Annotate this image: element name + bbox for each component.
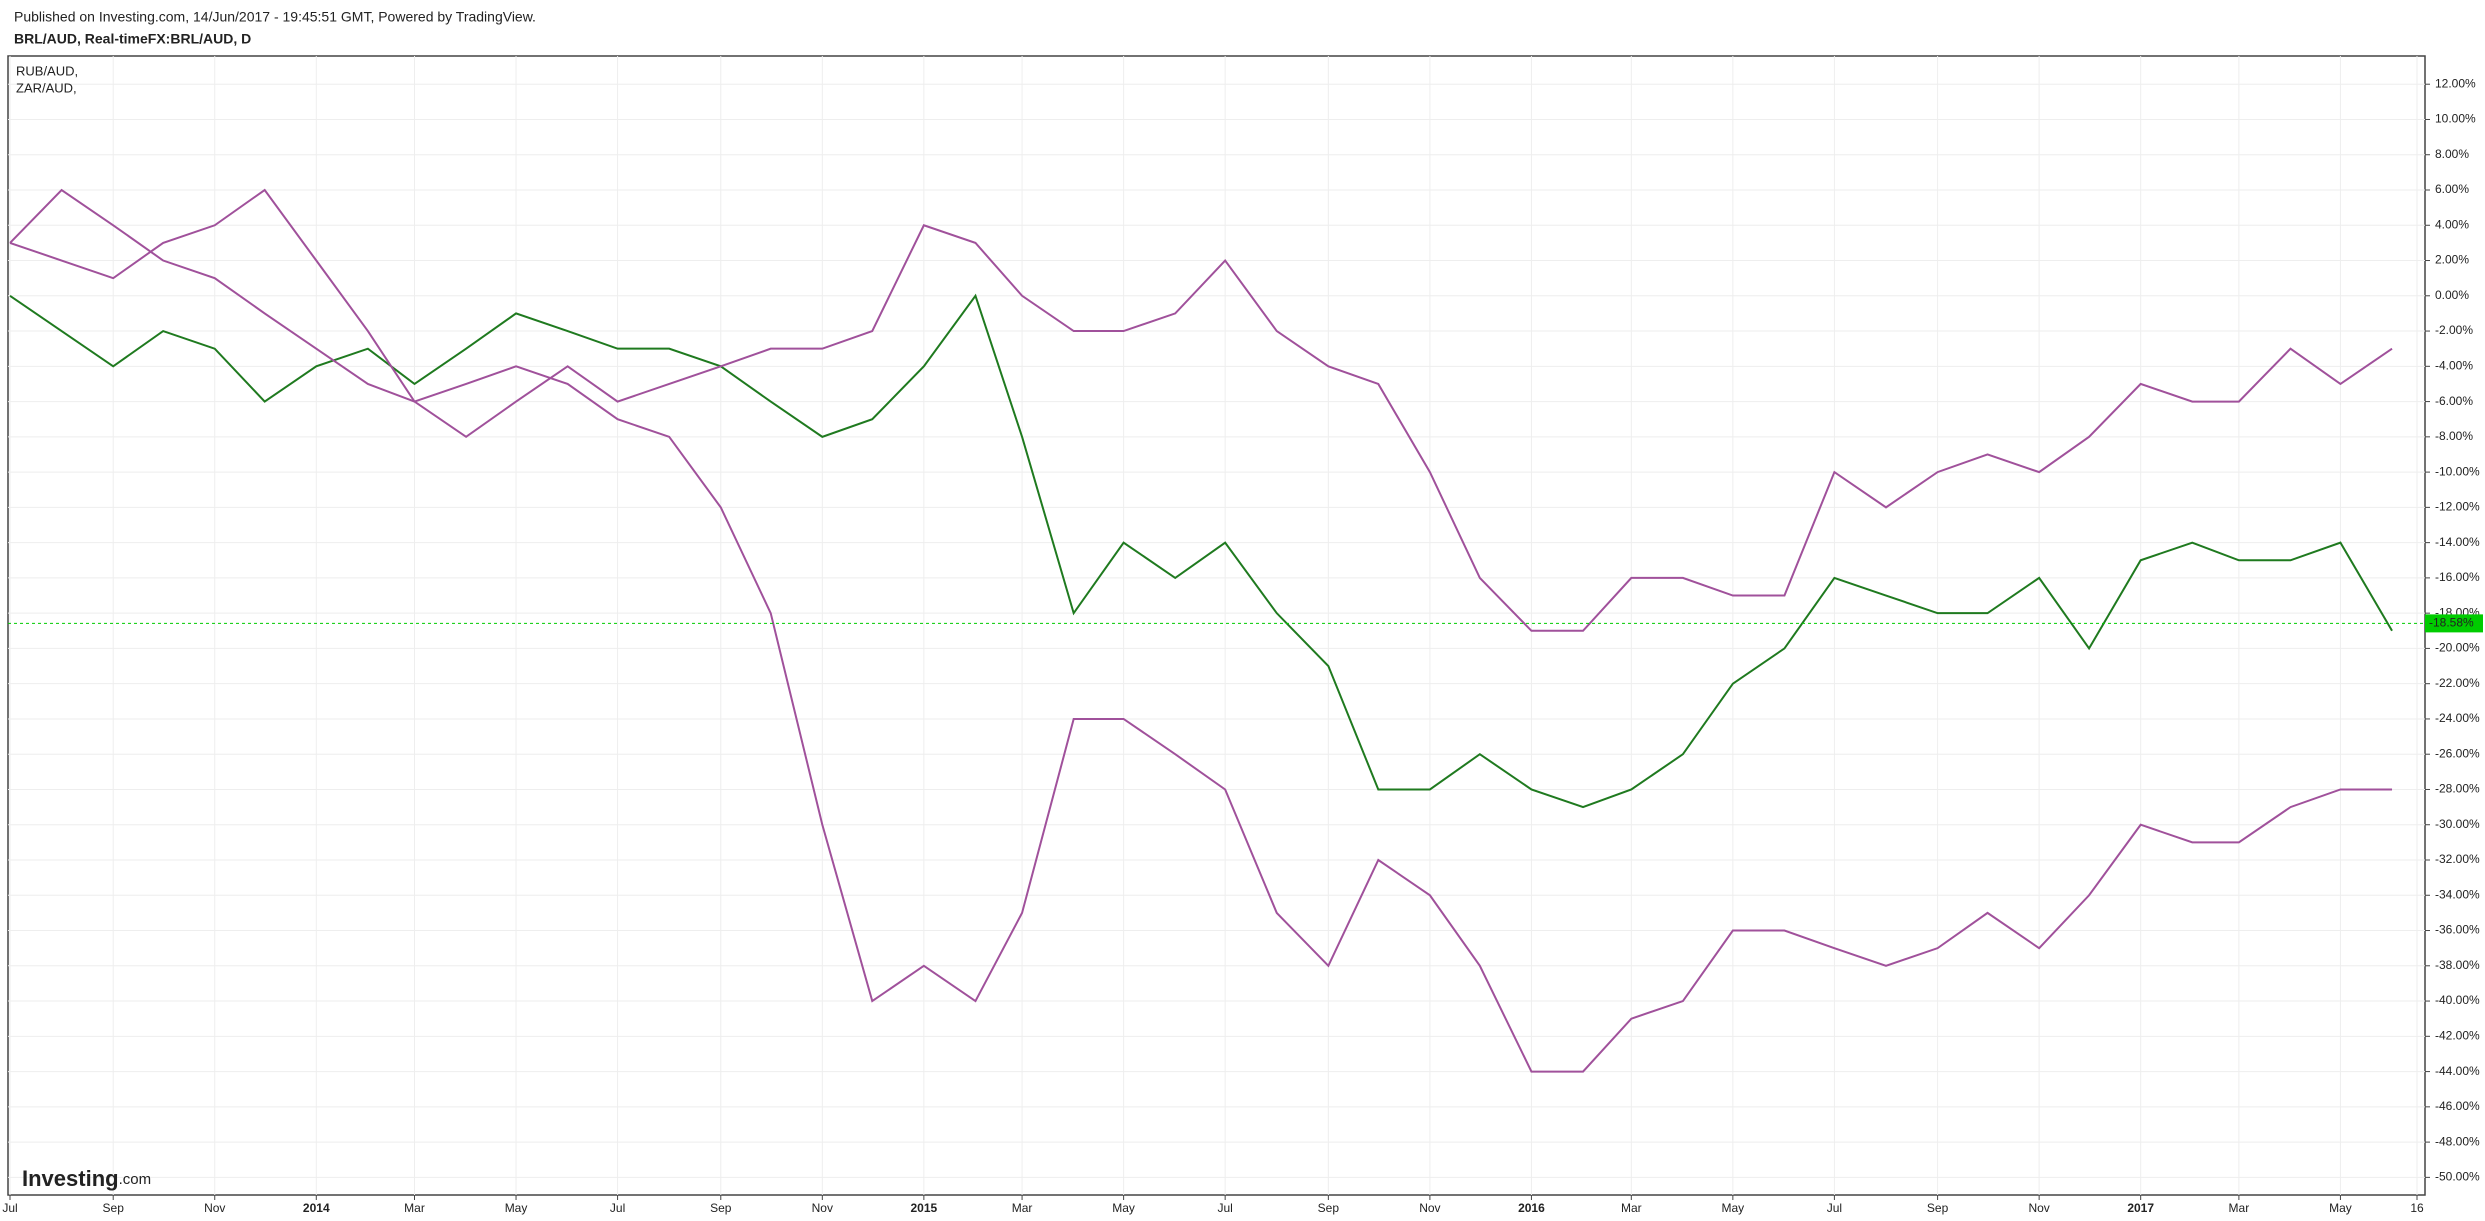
y-tick-label: 12.00% (2435, 76, 2476, 90)
y-tick-label: -16.00% (2435, 570, 2480, 584)
series-line (9, 188, 2393, 632)
y-tick-label: -20.00% (2435, 641, 2480, 655)
y-tick-label: -38.00% (2435, 958, 2480, 972)
grid: 12.00% 10.00% 8.00% 6.00% 4.00% 2.00% 0.00% -2.… (2, 56, 2480, 1215)
x-tick-label: Nov (204, 1201, 225, 1215)
x-tick-label: May (2329, 1201, 2352, 1215)
x-tick-label: Jul (2, 1201, 17, 1215)
plot-frame (7, 55, 2426, 1196)
x-tick-label: Sep (710, 1201, 732, 1215)
logo: Investing.com (22, 1166, 151, 1191)
y-tick-label: -48.00% (2435, 1134, 2480, 1148)
y-tick-label: -28.00% (2435, 782, 2480, 796)
x-tick-label: Jul (1217, 1201, 1232, 1215)
legend-entry: ZAR/AUD, (16, 80, 77, 95)
series-line (9, 188, 2393, 1073)
y-tick-label: -22.00% (2435, 676, 2480, 690)
marks: -18.58% RUB/AUD, ZAR/AUD, (8, 63, 2483, 1073)
x-tick-label: Nov (1419, 1201, 1440, 1215)
x-tick-label: Jul (610, 1201, 625, 1215)
y-tick-label: -8.00% (2435, 429, 2473, 443)
logo-suffix: .com (119, 1171, 152, 1188)
x-tick-label: 2015 (911, 1201, 938, 1215)
y-tick-label: 4.00% (2435, 217, 2469, 231)
y-tick-label: -2.00% (2435, 323, 2473, 337)
x-tick-label: 2017 (2127, 1201, 2154, 1215)
y-tick-label: 10.00% (2435, 112, 2476, 126)
y-tick-label: -10.00% (2435, 464, 2480, 478)
x-tick-label: Sep (1927, 1201, 1949, 1215)
x-tick-label: Mar (1012, 1201, 1033, 1215)
x-tick-label: May (1112, 1201, 1135, 1215)
x-tick-label: 16 (2410, 1201, 2424, 1215)
x-tick-label: Nov (2028, 1201, 2049, 1215)
y-tick-label: -32.00% (2435, 852, 2480, 866)
x-tick-label: 2014 (303, 1201, 330, 1215)
price-label: -18.58% (2429, 616, 2474, 630)
price-badge (2425, 614, 2483, 633)
y-tick-label: -46.00% (2435, 1099, 2480, 1113)
y-tick-label: -40.00% (2435, 993, 2480, 1007)
x-tick-label: Sep (1318, 1201, 1340, 1215)
y-tick-label: 8.00% (2435, 147, 2469, 161)
y-tick-label: -34.00% (2435, 887, 2480, 901)
y-tick-label: -42.00% (2435, 1028, 2480, 1042)
y-tick-label: -44.00% (2435, 1064, 2480, 1078)
y-tick-label: -14.00% (2435, 535, 2480, 549)
x-tick-label: Mar (404, 1201, 425, 1215)
y-tick-label: -24.00% (2435, 711, 2480, 725)
y-tick-label: 6.00% (2435, 182, 2469, 196)
published-note: Published on Investing.com, 14/Jun/2017 … (14, 9, 536, 25)
y-tick-label: -36.00% (2435, 923, 2480, 937)
x-tick-label: Mar (2229, 1201, 2250, 1215)
x-tick-label: May (505, 1201, 528, 1215)
y-tick-label: -30.00% (2435, 817, 2480, 831)
y-tick-label: -50.00% (2435, 1170, 2480, 1184)
x-tick-label: Jul (1827, 1201, 1842, 1215)
x-tick-label: Sep (103, 1201, 125, 1215)
series-line (9, 293, 2393, 809)
x-tick-label: May (1722, 1201, 1745, 1215)
symbol-title: BRL/AUD, Real-timeFX:BRL/AUD, D (14, 31, 251, 47)
x-tick-label: Mar (1621, 1201, 1642, 1215)
legend-entry: RUB/AUD, (16, 63, 78, 78)
y-tick-label: -12.00% (2435, 500, 2480, 514)
y-tick-label: -26.00% (2435, 746, 2480, 760)
y-tick-label: -6.00% (2435, 394, 2473, 408)
y-tick-label: -4.00% (2435, 358, 2473, 372)
y-tick-label: 2.00% (2435, 253, 2469, 267)
x-tick-label: Nov (812, 1201, 833, 1215)
x-tick-label: 2016 (1518, 1201, 1545, 1215)
y-tick-label: 0.00% (2435, 288, 2469, 302)
logo-brand: Investing (22, 1166, 119, 1191)
